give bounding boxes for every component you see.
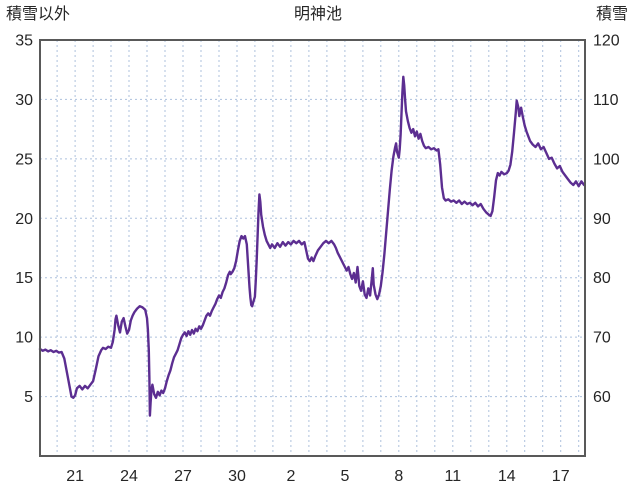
y-axis-left-tick-label: 15 (15, 270, 33, 287)
y-axis-left-tick-label: 25 (15, 151, 33, 168)
x-axis-tick-label: 30 (228, 468, 246, 485)
y-axis-right-tick-label: 120 (593, 33, 620, 50)
y-axis-right-tick-label: 110 (593, 92, 619, 109)
y-axis-right-tick-label: 70 (593, 330, 611, 347)
right-axis-title: 積雪 (595, 6, 628, 23)
y-axis-right-tick-label: 80 (593, 270, 611, 287)
x-axis-tick-label: 11 (444, 468, 461, 485)
y-axis-left-tick-label: 5 (24, 389, 33, 406)
y-axis-left-tick-label: 35 (15, 33, 33, 50)
y-axis-left-tick-label: 30 (15, 92, 33, 109)
y-axis-right-tick-label: 90 (593, 211, 611, 228)
series-line-myojinike (38, 75, 586, 417)
left-axis-title: 積雪以外 (6, 6, 71, 23)
x-axis-tick-label: 2 (286, 468, 295, 485)
x-axis-tick-label: 21 (66, 468, 84, 485)
x-axis-tick-label: 14 (498, 468, 516, 485)
x-axis-tick-label: 27 (174, 468, 192, 485)
x-axis-tick-label: 17 (552, 468, 570, 485)
y-axis-left-tick-label: 20 (15, 211, 33, 228)
x-axis-tick-label: 24 (120, 468, 138, 485)
plot-border (39, 39, 586, 457)
y-axis-right-tick-label: 100 (593, 151, 620, 168)
y-axis-left-tick-label: 10 (15, 330, 33, 347)
y-axis-right-tick-label: 60 (593, 389, 611, 406)
x-axis-tick-label: 5 (340, 468, 349, 485)
chart-title: 明神池 (293, 6, 342, 23)
x-axis-tick-label: 8 (394, 468, 403, 485)
